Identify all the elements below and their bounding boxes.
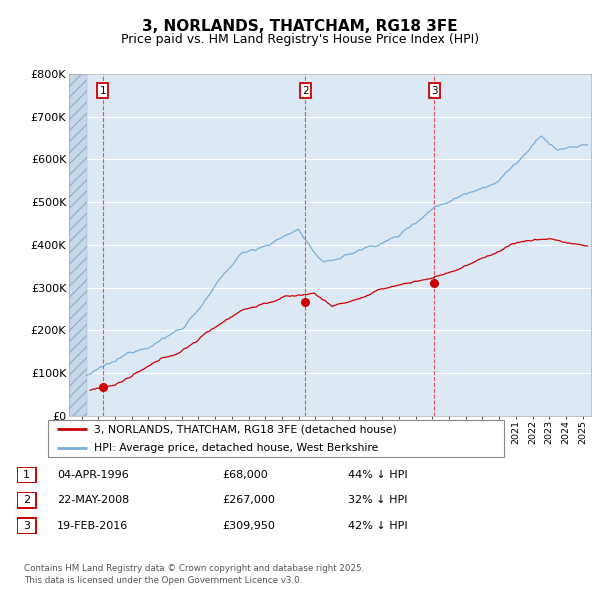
- FancyBboxPatch shape: [17, 518, 36, 533]
- Text: Contains HM Land Registry data © Crown copyright and database right 2025.
This d: Contains HM Land Registry data © Crown c…: [24, 565, 364, 585]
- Text: 1: 1: [23, 470, 30, 480]
- Text: 22-MAY-2008: 22-MAY-2008: [57, 496, 129, 505]
- Text: £68,000: £68,000: [222, 470, 268, 480]
- FancyBboxPatch shape: [17, 493, 36, 508]
- Text: Price paid vs. HM Land Registry's House Price Index (HPI): Price paid vs. HM Land Registry's House …: [121, 33, 479, 46]
- Text: £309,950: £309,950: [222, 521, 275, 530]
- Text: £267,000: £267,000: [222, 496, 275, 505]
- FancyBboxPatch shape: [48, 420, 504, 457]
- Text: 42% ↓ HPI: 42% ↓ HPI: [348, 521, 407, 530]
- Text: 2: 2: [302, 86, 308, 96]
- Text: 2: 2: [23, 496, 30, 505]
- Text: 19-FEB-2016: 19-FEB-2016: [57, 521, 128, 530]
- FancyBboxPatch shape: [17, 467, 36, 483]
- Text: 32% ↓ HPI: 32% ↓ HPI: [348, 496, 407, 505]
- Text: HPI: Average price, detached house, West Berkshire: HPI: Average price, detached house, West…: [94, 443, 378, 453]
- Text: 1: 1: [100, 86, 106, 96]
- Text: 44% ↓ HPI: 44% ↓ HPI: [348, 470, 407, 480]
- Bar: [69, 74, 86, 416]
- Text: 3: 3: [431, 86, 438, 96]
- Text: 3: 3: [23, 521, 30, 530]
- Text: 3, NORLANDS, THATCHAM, RG18 3FE: 3, NORLANDS, THATCHAM, RG18 3FE: [142, 19, 458, 34]
- Text: 3, NORLANDS, THATCHAM, RG18 3FE (detached house): 3, NORLANDS, THATCHAM, RG18 3FE (detache…: [94, 424, 397, 434]
- Text: 04-APR-1996: 04-APR-1996: [57, 470, 129, 480]
